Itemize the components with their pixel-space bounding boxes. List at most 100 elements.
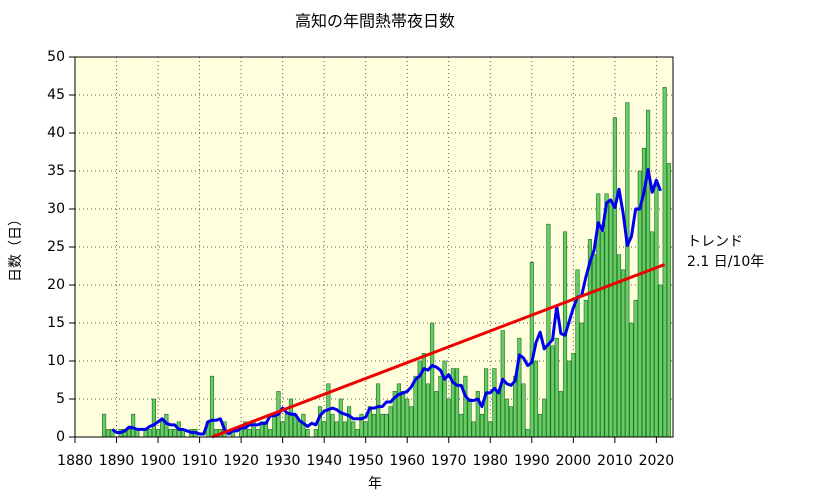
bar [612,117,617,438]
chart-title: 高知の年間熱帯夜日数 [295,12,455,31]
bar [629,322,634,438]
bar [454,368,460,438]
bar [558,391,563,438]
bar [488,421,493,438]
bar [334,421,339,438]
bar [401,391,406,438]
bar [434,391,439,438]
bar [579,322,584,438]
bar [405,398,410,438]
bar [284,413,289,438]
bar [255,429,260,438]
bar [484,368,489,438]
bar [517,337,522,438]
trend-line [211,263,666,439]
x-tick-label: 1880 [57,453,93,469]
bar [600,231,605,438]
bar [430,322,435,438]
y-tick-label: 15 [47,315,65,331]
bar [131,413,136,438]
bar [567,360,572,438]
bar [554,337,559,438]
plot-frame [74,56,674,438]
bar [147,429,152,438]
bar [550,345,555,438]
bar [633,299,638,438]
bar [442,360,447,438]
bar [575,269,580,438]
x-tick-label: 1980 [472,453,508,469]
x-tick-label: 2010 [597,453,633,469]
bar [592,254,597,438]
y-tick-label: 50 [47,49,65,65]
bar [542,398,547,438]
bar [355,429,360,438]
bar [604,193,609,438]
bar [313,429,318,438]
bar [521,383,526,438]
bar [666,163,671,438]
y-axis-label: 日数（日） [8,212,24,282]
x-tick-label: 1990 [514,453,550,469]
bar [446,398,451,438]
bar [209,375,215,438]
bar [459,413,464,438]
bar [106,429,111,438]
x-tick-label: 1930 [265,453,301,469]
bar [268,429,273,438]
bar [496,391,501,438]
bar [160,421,165,438]
bar [583,299,588,438]
x-tick-label: 2000 [556,453,592,469]
bar [608,201,613,438]
x-tick-label: 1900 [140,453,176,469]
bar [650,231,655,438]
bar [492,368,497,438]
y-tick-label: 40 [47,125,65,141]
x-tick-label: 1910 [182,453,218,469]
bar [164,413,169,438]
bar [646,109,651,438]
bar [625,102,630,438]
bar [421,353,426,438]
x-tick-label: 1890 [99,453,135,469]
bar [654,185,659,438]
bar [376,383,381,438]
x-tick-label: 1970 [431,453,467,469]
bar [280,421,285,438]
bar [388,406,393,438]
y-tick-label: 35 [47,163,65,179]
bar [380,413,385,438]
bar [396,383,401,438]
bar [508,406,514,438]
x-tick-label: 1920 [223,453,259,469]
bar [438,375,443,438]
bar [637,170,642,438]
x-tick-label: 1960 [389,453,425,469]
bar [288,398,294,438]
bar [151,398,156,438]
y-tick-label: 10 [47,353,65,369]
bar [525,429,530,438]
bar [247,429,252,438]
annotation: トレンド [687,234,743,250]
bar [621,269,626,438]
bar [126,429,132,438]
bar [322,421,327,438]
y-tick-label: 30 [47,201,65,217]
bar [102,413,107,438]
bar [384,413,389,438]
bar [538,413,543,438]
y-tick-label: 20 [47,277,65,293]
bar [351,421,356,438]
bar [658,284,663,438]
x-axis-label: 年 [368,476,382,492]
y-tick-label: 25 [47,239,65,255]
annotation: 2.1 日/10年 [687,254,764,270]
bar [155,429,161,438]
bar [363,421,368,438]
bar [504,398,509,438]
bar [342,421,347,438]
y-tick-label: 5 [56,391,65,407]
